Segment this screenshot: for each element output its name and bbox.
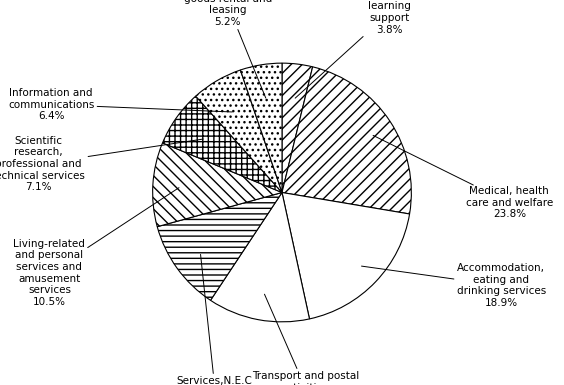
Text: Medical, health
care and welfare
23.8%: Medical, health care and welfare 23.8% — [373, 136, 553, 219]
Text: Information and
communications
6.4%: Information and communications 6.4% — [8, 88, 232, 121]
Text: Accommodation,
eating and
drinking services
18.9%: Accommodation, eating and drinking servi… — [362, 263, 546, 308]
Wedge shape — [282, 67, 411, 214]
Text: Living-related
and personal
services and
amusement
services
10.5%: Living-related and personal services and… — [14, 187, 179, 307]
Wedge shape — [196, 70, 282, 192]
Wedge shape — [162, 96, 282, 192]
Wedge shape — [240, 63, 282, 192]
Wedge shape — [210, 192, 310, 322]
Text: Real estate and
goods rental and
leasing
5.2%: Real estate and goods rental and leasing… — [183, 0, 272, 98]
Wedge shape — [157, 192, 282, 300]
Text: Education,
learning
support
3.8%: Education, learning support 3.8% — [295, 0, 417, 98]
Text: Scientific
research,
professional and
technical services
7.1%: Scientific research, professional and te… — [0, 136, 203, 192]
Wedge shape — [282, 63, 312, 192]
Text: Transport and postal
activities
12.7%: Transport and postal activities 12.7% — [252, 294, 359, 385]
Wedge shape — [282, 192, 409, 319]
Wedge shape — [153, 143, 282, 227]
Text: Services,N.E.C
11.4%: Services,N.E.C 11.4% — [177, 254, 253, 385]
